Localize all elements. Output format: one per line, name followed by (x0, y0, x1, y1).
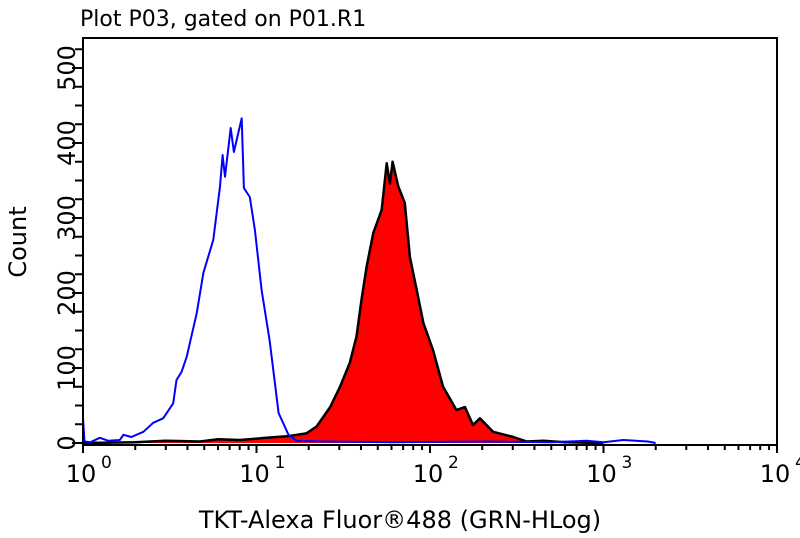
series-1-fill (83, 161, 604, 444)
series-layer (82, 117, 656, 445)
y-tick-label: 200 (53, 270, 81, 316)
x-tick-label: 10 (586, 460, 617, 488)
plot-frame (82, 37, 778, 446)
y-tick-label: 500 (53, 45, 81, 91)
x-tick-label: 10 (66, 460, 97, 488)
x-tick-label: 10 (413, 460, 444, 488)
x-tick-label: 10 (239, 460, 270, 488)
y-tick-label: 0 (53, 435, 81, 450)
y-tick-label: 400 (53, 120, 81, 166)
chart-title: Plot P03, gated on P01.R1 (80, 7, 366, 32)
x-tick-exponent: 1 (275, 453, 286, 473)
x-tick-exponent: 4 (795, 453, 800, 473)
x-tick-exponent: 3 (622, 453, 633, 473)
series-0-line (82, 117, 656, 444)
x-tick-label: 10 (760, 460, 791, 488)
series-1-outline (82, 160, 604, 445)
axis-layer: 0100200300400500100101102103104 (53, 45, 800, 488)
y-tick-label: 100 (53, 345, 81, 391)
x-axis-label: TKT-Alexa Fluor®488 (GRN-HLog) (198, 506, 601, 534)
y-axis-label: Count (4, 206, 32, 277)
x-tick-exponent: 0 (101, 453, 112, 473)
x-tick-exponent: 2 (448, 453, 459, 473)
y-tick-label: 300 (53, 195, 81, 241)
